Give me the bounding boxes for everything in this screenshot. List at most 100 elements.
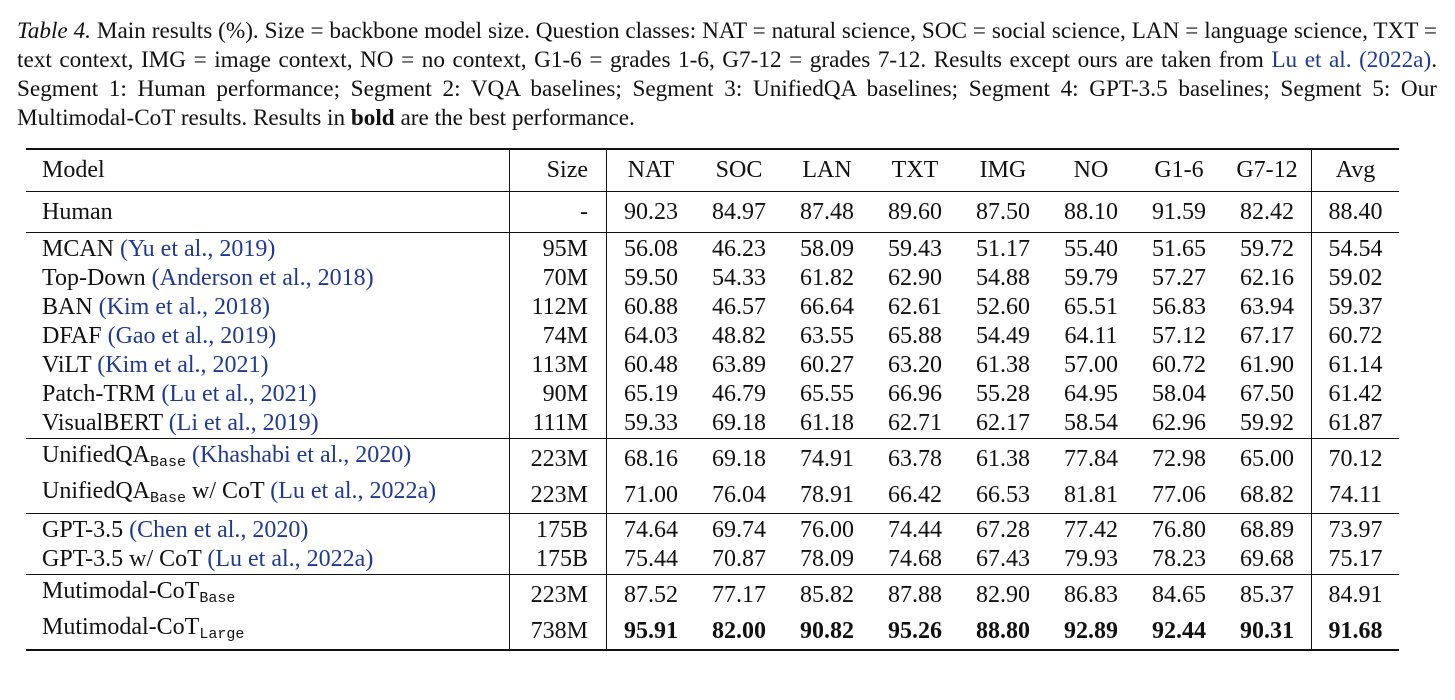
score-cell: 90.31 [1223, 613, 1312, 650]
score-cell: 60.72 [1311, 322, 1399, 351]
model-name: DFAF [42, 323, 102, 349]
score-value: 60.72 [1328, 323, 1383, 349]
score-cell: 54.33 [695, 264, 783, 293]
header-model: Model [42, 157, 105, 183]
score-cell: 66.96 [871, 380, 959, 409]
score-value: 57.00 [1064, 352, 1118, 378]
score-cell: 69.74 [695, 514, 783, 546]
score-cell: 95.91 [606, 613, 695, 650]
model-name-cell: DFAF (Gao et al., 2019) [26, 322, 510, 351]
score-cell: 78.91 [783, 477, 871, 514]
score-cell: 82.42 [1223, 192, 1312, 233]
score-value: 56.08 [624, 236, 678, 262]
score-cell: 84.91 [1311, 574, 1399, 613]
score-cell: 69.68 [1223, 545, 1312, 575]
score-cell: 58.54 [1047, 409, 1135, 439]
caption-citation-link[interactable]: Lu et al. (2022a) [1271, 47, 1432, 73]
score-value: 60.27 [800, 352, 854, 378]
score-cell: 66.53 [959, 477, 1047, 514]
score-value: 59.37 [1328, 294, 1383, 320]
model-citation-link[interactable]: (Gao et al., 2019) [107, 323, 277, 349]
score-value: 51.65 [1152, 236, 1206, 262]
score-cell: 90.82 [783, 613, 871, 650]
size-cell: 112M [509, 293, 607, 322]
results-table: Model Size NAT SOC LAN TXT IMG NO G1-6 G… [26, 148, 1399, 651]
model-citation-link[interactable]: (Kim et al., 2021) [97, 352, 269, 378]
model-citation-link[interactable]: (Chen et al., 2020) [129, 517, 309, 543]
score-cell: 59.79 [1047, 264, 1135, 293]
score-cell: 68.82 [1223, 477, 1312, 514]
model-name-cell: UnifiedQABase w/ CoT (Lu et al., 2022a) [26, 477, 510, 514]
score-value: 84.97 [712, 199, 766, 225]
score-value: 69.18 [712, 410, 766, 436]
size-cell: 175B [509, 513, 607, 545]
score-cell: 79.93 [1047, 545, 1135, 575]
model-name-cell: Patch-TRM (Lu et al., 2021) [26, 380, 510, 409]
model-name: Top-Down [42, 265, 146, 291]
score-value: 59.79 [1064, 265, 1118, 291]
score-value: 69.74 [712, 517, 766, 543]
model-citation-link[interactable]: (Lu et al., 2022a) [207, 546, 374, 572]
score-cell: 75.44 [606, 545, 695, 575]
score-value: 59.50 [624, 265, 678, 291]
score-value: 61.38 [976, 445, 1030, 472]
score-cell: 67.17 [1223, 322, 1312, 351]
score-value: 55.28 [976, 381, 1030, 407]
model-name-cell: Mutimodal-CoTLarge [26, 613, 510, 650]
score-cell: 76.80 [1135, 514, 1223, 546]
score-value: 65.55 [800, 381, 854, 407]
size-cell: 223M [509, 438, 607, 477]
header-size: Size [509, 149, 607, 192]
best-score: 88.80 [976, 617, 1030, 644]
score-cell: 85.82 [783, 575, 871, 614]
model-name: Human [42, 199, 113, 225]
model-citation-link[interactable]: (Yu et al., 2019) [120, 236, 276, 262]
model-name-cell: GPT-3.5 (Chen et al., 2020) [26, 514, 510, 546]
score-cell: 74.44 [871, 514, 959, 546]
score-cell: 62.61 [871, 293, 959, 322]
score-cell: 74.91 [783, 439, 871, 478]
score-value: 58.04 [1152, 381, 1206, 407]
score-cell: 61.42 [1311, 380, 1399, 409]
score-value: 82.90 [976, 581, 1030, 608]
best-score: 90.31 [1240, 617, 1294, 644]
score-cell: 57.27 [1135, 264, 1223, 293]
score-cell: 69.18 [695, 439, 783, 478]
score-value: 54.88 [976, 265, 1030, 291]
score-value: 74.68 [888, 546, 942, 572]
score-cell: 63.94 [1223, 293, 1312, 322]
score-cell: 87.50 [959, 192, 1047, 233]
model-name: VisualBERT [42, 410, 163, 436]
score-value: 84.65 [1152, 581, 1206, 608]
header-soc: SOC [715, 157, 763, 183]
score-value: 74.44 [888, 517, 942, 543]
model-name: Mutimodal-CoT [42, 578, 200, 604]
model-name-cell: Top-Down (Anderson et al., 2018) [26, 264, 510, 293]
score-cell: 59.37 [1311, 293, 1399, 322]
size-cell: 113M [509, 351, 607, 380]
score-cell: 64.03 [606, 322, 695, 351]
score-value: 68.16 [624, 445, 678, 472]
header-avg: Avg [1311, 149, 1399, 192]
caption-text-2: . Segment 1: Human performance; Segment … [17, 47, 1437, 131]
model-citation-link[interactable]: (Lu et al., 2021) [161, 381, 317, 407]
score-value: 52.60 [976, 294, 1030, 320]
score-value: 81.81 [1064, 481, 1118, 508]
model-citation-link[interactable]: (Anderson et al., 2018) [151, 265, 374, 291]
score-value: 76.00 [800, 517, 854, 543]
model-citation-link[interactable]: (Li et al., 2019) [168, 410, 319, 436]
score-cell: 60.27 [783, 351, 871, 380]
score-cell: 63.20 [871, 351, 959, 380]
model-citation-link[interactable]: (Khashabi et al., 2020) [192, 442, 412, 468]
score-value: 59.02 [1328, 265, 1383, 291]
score-value: 76.80 [1152, 517, 1206, 543]
score-value: 86.83 [1064, 581, 1118, 608]
size-cell: 223M [509, 574, 607, 613]
model-citation-link[interactable]: (Kim et al., 2018) [98, 294, 270, 320]
model-name: Patch-TRM [42, 381, 156, 407]
model-citation-link[interactable]: (Lu et al., 2022a) [270, 478, 437, 504]
score-cell: 88.10 [1047, 192, 1135, 233]
size-cell: 74M [509, 322, 607, 351]
score-cell: 48.82 [695, 322, 783, 351]
score-cell: 56.83 [1135, 293, 1223, 322]
